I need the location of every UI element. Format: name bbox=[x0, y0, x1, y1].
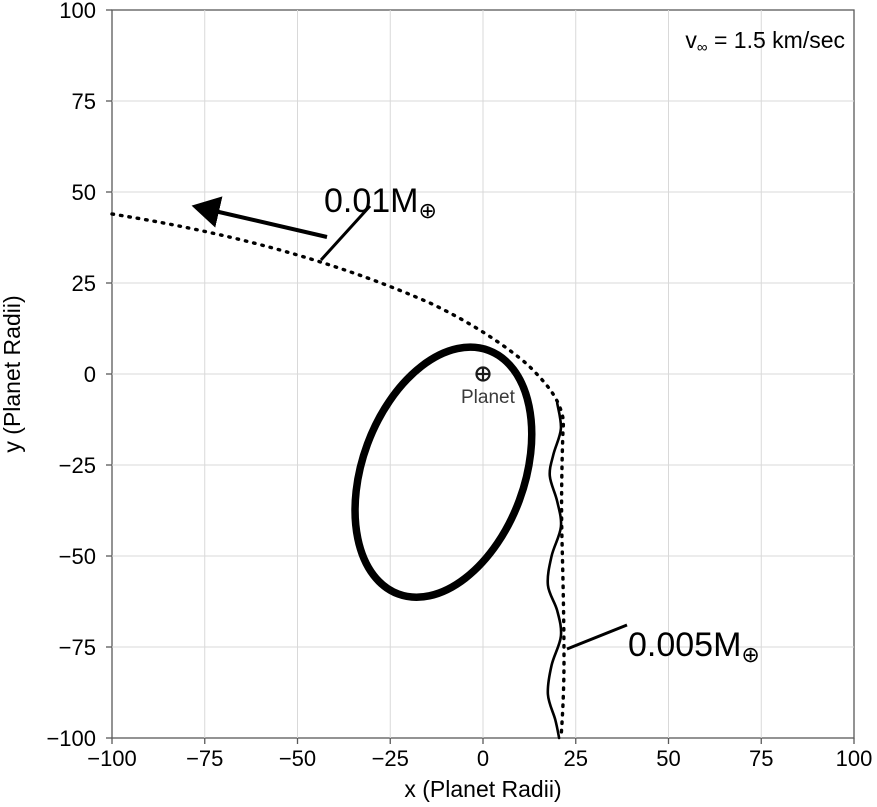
svg-text:v∞ = 1.5 km/sec: v∞ = 1.5 km/sec bbox=[685, 27, 845, 56]
svg-text:100: 100 bbox=[59, 0, 96, 23]
svg-text:−75: −75 bbox=[186, 746, 223, 771]
svg-text:0: 0 bbox=[477, 746, 489, 771]
svg-text:25: 25 bbox=[72, 271, 96, 296]
svg-text:−50: −50 bbox=[279, 746, 316, 771]
svg-text:0: 0 bbox=[84, 362, 96, 387]
svg-text:100: 100 bbox=[836, 746, 873, 771]
svg-text:y (Planet Radii): y (Planet Radii) bbox=[0, 295, 25, 452]
svg-text:−50: −50 bbox=[59, 544, 96, 569]
svg-text:−100: −100 bbox=[46, 726, 96, 751]
svg-text:−25: −25 bbox=[372, 746, 409, 771]
svg-text:25: 25 bbox=[564, 746, 588, 771]
svg-text:75: 75 bbox=[72, 89, 96, 114]
svg-text:50: 50 bbox=[72, 180, 96, 205]
svg-text:0.005M⊕: 0.005M⊕ bbox=[628, 626, 760, 667]
svg-text:0.01M⊕: 0.01M⊕ bbox=[324, 182, 437, 223]
svg-text:50: 50 bbox=[656, 746, 680, 771]
svg-text:Planet: Planet bbox=[461, 387, 516, 408]
svg-text:−75: −75 bbox=[59, 635, 96, 660]
svg-text:x (Planet Radii): x (Planet Radii) bbox=[404, 776, 561, 802]
svg-text:−25: −25 bbox=[59, 453, 96, 478]
svg-text:75: 75 bbox=[749, 746, 773, 771]
